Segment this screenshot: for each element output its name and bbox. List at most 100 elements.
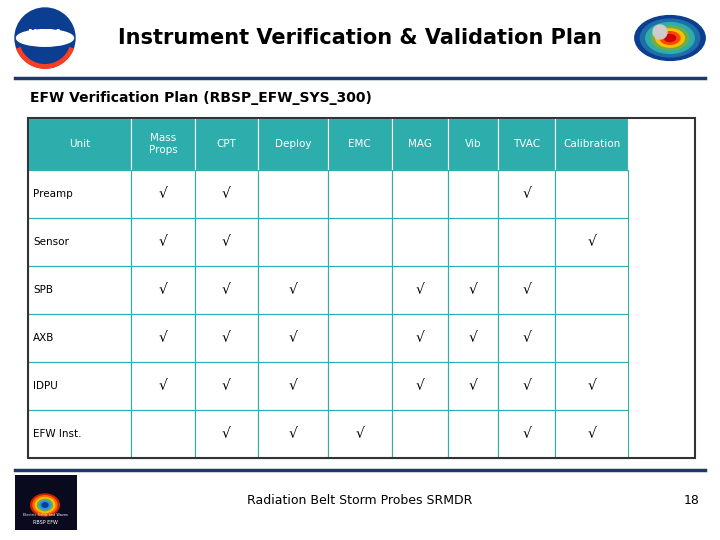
Bar [0, 0, 720, 78]
Bar [449, 170, 498, 218]
Bar [28, 170, 131, 218]
Text: Preamp: Preamp [33, 189, 73, 199]
Bar [258, 362, 328, 410]
Text: √: √ [469, 283, 477, 297]
Bar [328, 410, 392, 458]
Text: Electric Fields and Waves: Electric Fields and Waves [22, 513, 68, 517]
Bar [194, 314, 258, 362]
Ellipse shape [635, 16, 705, 60]
Text: √: √ [222, 331, 231, 345]
Ellipse shape [40, 501, 50, 509]
Bar [258, 218, 328, 266]
Bar [28, 118, 131, 170]
Text: Vib: Vib [465, 139, 482, 149]
Bar [392, 314, 449, 362]
Bar [449, 118, 498, 170]
Bar [328, 170, 392, 218]
Bar [555, 314, 629, 362]
Text: TVAC: TVAC [513, 139, 540, 149]
Text: √: √ [415, 283, 424, 297]
Text: √: √ [588, 235, 596, 249]
Text: √: √ [222, 235, 231, 249]
Bar [194, 266, 258, 314]
Circle shape [653, 25, 667, 39]
Bar [392, 266, 449, 314]
Bar [15, 475, 77, 530]
Bar [392, 170, 449, 218]
Bar [555, 410, 629, 458]
Text: Unit: Unit [69, 139, 90, 149]
Bar [28, 266, 131, 314]
Bar [131, 266, 194, 314]
Text: √: √ [469, 379, 477, 393]
Bar [258, 118, 328, 170]
Bar [498, 118, 555, 170]
Text: √: √ [415, 331, 424, 345]
Bar [555, 118, 629, 170]
Ellipse shape [646, 23, 694, 53]
Text: √: √ [522, 187, 531, 201]
Bar [555, 362, 629, 410]
Bar [194, 170, 258, 218]
Text: √: √ [222, 427, 231, 441]
Text: Deploy: Deploy [275, 139, 311, 149]
Ellipse shape [17, 30, 73, 46]
Bar [328, 266, 392, 314]
Bar [498, 410, 555, 458]
Bar [28, 218, 131, 266]
Bar [449, 362, 498, 410]
Bar [449, 218, 498, 266]
Text: √: √ [415, 379, 424, 393]
Bar [28, 118, 695, 458]
Text: MAG: MAG [408, 139, 432, 149]
Ellipse shape [37, 500, 53, 511]
Text: √: √ [158, 331, 168, 345]
Text: IDPU: IDPU [33, 381, 58, 391]
Bar [555, 170, 629, 218]
Ellipse shape [33, 496, 57, 514]
Text: √: √ [289, 379, 297, 393]
Text: √: √ [158, 283, 168, 297]
Bar [131, 314, 194, 362]
Ellipse shape [35, 497, 55, 512]
Ellipse shape [656, 29, 684, 47]
Text: √: √ [522, 379, 531, 393]
Bar [194, 218, 258, 266]
Text: CPT: CPT [217, 139, 236, 149]
Text: √: √ [522, 331, 531, 345]
Bar [555, 266, 629, 314]
Text: RBSP EFW: RBSP EFW [32, 519, 58, 524]
Text: NASA: NASA [28, 29, 62, 39]
Ellipse shape [665, 35, 675, 42]
Bar [131, 170, 194, 218]
Text: EMC: EMC [348, 139, 372, 149]
Bar [498, 170, 555, 218]
Text: √: √ [289, 283, 297, 297]
Bar [498, 314, 555, 362]
Bar [194, 118, 258, 170]
Bar [131, 410, 194, 458]
Bar [449, 266, 498, 314]
Bar [194, 410, 258, 458]
Bar [131, 362, 194, 410]
Bar [131, 218, 194, 266]
Circle shape [15, 8, 75, 68]
Text: √: √ [222, 283, 231, 297]
Bar [328, 314, 392, 362]
Bar [131, 118, 194, 170]
Text: √: √ [469, 331, 477, 345]
Bar [258, 266, 328, 314]
Text: √: √ [522, 427, 531, 441]
Text: Sensor: Sensor [33, 237, 69, 247]
Text: EFW Verification Plan (RBSP_EFW_SYS_300): EFW Verification Plan (RBSP_EFW_SYS_300) [30, 91, 372, 105]
Bar [194, 362, 258, 410]
Text: AXB: AXB [33, 333, 55, 343]
Ellipse shape [652, 26, 689, 50]
Bar [392, 118, 449, 170]
Text: SPB: SPB [33, 285, 53, 295]
Text: √: √ [588, 379, 596, 393]
Bar [258, 410, 328, 458]
Text: √: √ [289, 331, 297, 345]
Text: √: √ [522, 283, 531, 297]
Ellipse shape [42, 503, 48, 507]
